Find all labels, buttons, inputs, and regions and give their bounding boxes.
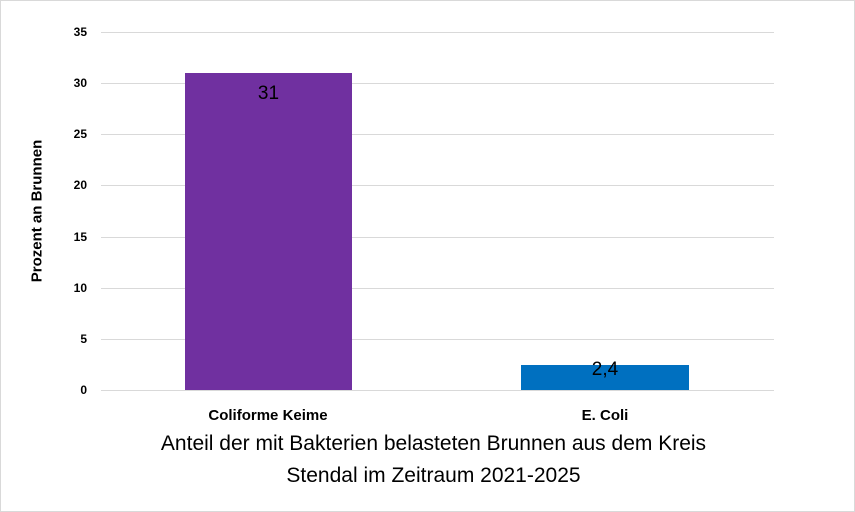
y-tick-label: 25 [73, 127, 87, 141]
bar-value-label: 31 [257, 83, 280, 104]
gridline [101, 32, 774, 33]
x-axis-title-line-1: Anteil der mit Bakterien belasteten Brun… [160, 432, 707, 455]
bar-value-label: 2,4 [591, 359, 619, 380]
y-tick-label: 0 [80, 383, 87, 397]
x-category-label: Coliforme Keime [208, 407, 328, 424]
y-axis-label: Prozent an Brunnen [28, 139, 46, 283]
y-tick-label: 20 [73, 178, 87, 192]
y-tick-label: 10 [73, 281, 87, 295]
gridline [101, 185, 774, 186]
x-axis-title-line-2: Stendal im Zeitraum 2021-2025 [286, 464, 581, 487]
gridline [101, 339, 774, 340]
gridline [101, 134, 774, 135]
gridline [101, 288, 774, 289]
gridline [101, 237, 774, 238]
bar-coliforme-keime: 31 [185, 73, 352, 390]
y-tick-label: 35 [73, 25, 87, 39]
y-tick-label: 30 [73, 76, 87, 90]
y-tick-label: 5 [80, 332, 87, 346]
x-category-label: E. Coli [581, 407, 629, 424]
gridline [101, 390, 774, 391]
gridline [101, 83, 774, 84]
y-tick-label: 15 [73, 230, 87, 244]
bar-e-coli: 2,4 [521, 359, 689, 390]
